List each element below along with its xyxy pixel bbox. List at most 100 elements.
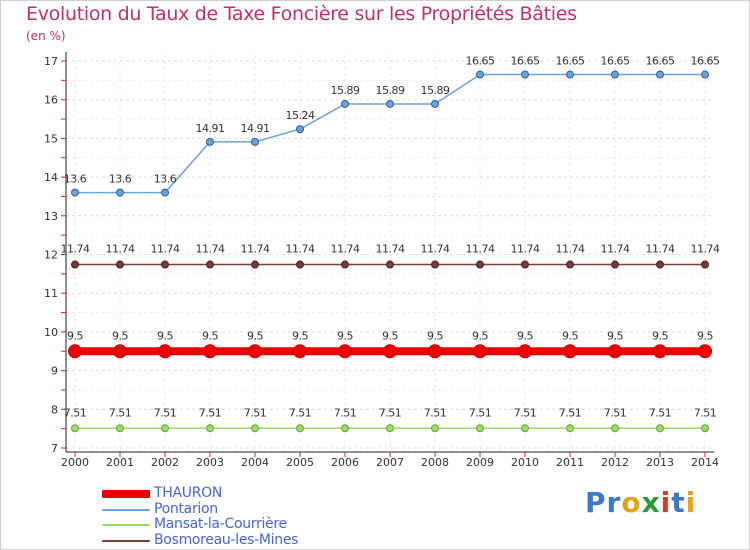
data-label: 9.5 xyxy=(652,329,668,342)
data-label: 14.91 xyxy=(196,122,225,135)
y-unit-label: (en %) xyxy=(26,29,66,43)
data-point xyxy=(248,344,262,359)
data-label: 11.74 xyxy=(106,243,135,256)
logo-part: i xyxy=(685,486,697,519)
data-point xyxy=(701,260,709,269)
data-label: 11.74 xyxy=(466,243,495,256)
data-point xyxy=(611,424,619,433)
data-label: 16.65 xyxy=(511,55,540,68)
logo-part: i xyxy=(660,486,672,519)
data-label: 9.5 xyxy=(202,329,218,342)
data-point xyxy=(116,424,124,433)
data-label: 11.74 xyxy=(646,243,675,256)
logo-part: o xyxy=(621,486,642,519)
data-point xyxy=(116,188,124,197)
proxiti-logo: Proxiti xyxy=(585,486,696,519)
data-point xyxy=(161,188,169,197)
data-label: 11.74 xyxy=(376,243,405,256)
data-label: 7.51 xyxy=(514,406,537,419)
data-label: 11.74 xyxy=(151,243,180,256)
x-tick-label: 2012 xyxy=(601,456,629,469)
data-label: 11.74 xyxy=(601,243,630,256)
y-tick-label: 8 xyxy=(51,403,58,416)
y-tick-label: 17 xyxy=(44,55,58,68)
data-label: 9.5 xyxy=(157,329,173,342)
data-label: 15.89 xyxy=(331,84,360,97)
data-label: 16.65 xyxy=(691,55,720,68)
data-label: 7.51 xyxy=(64,406,87,419)
data-label: 9.5 xyxy=(562,329,578,342)
y-tick-label: 10 xyxy=(44,326,58,339)
data-point xyxy=(473,344,487,359)
data-point xyxy=(296,125,304,134)
y-tick-label: 9 xyxy=(51,365,58,378)
data-point xyxy=(251,137,259,146)
legend-label: THAURON xyxy=(154,485,223,501)
data-point xyxy=(476,260,484,269)
x-tick-label: 2014 xyxy=(691,456,719,469)
data-label: 16.65 xyxy=(601,55,630,68)
data-point xyxy=(521,70,529,79)
data-point xyxy=(701,70,709,79)
y-tick-label: 7 xyxy=(51,442,58,455)
data-label: 15.24 xyxy=(286,109,315,122)
data-label: 13.6 xyxy=(64,173,87,186)
data-point xyxy=(566,70,574,79)
data-point xyxy=(698,344,712,359)
x-tick-label: 2011 xyxy=(556,456,584,469)
x-tick-label: 2007 xyxy=(376,456,404,469)
data-point xyxy=(656,424,664,433)
data-label: 9.5 xyxy=(472,329,488,342)
data-label: 16.65 xyxy=(466,55,495,68)
data-point xyxy=(161,260,169,269)
data-label: 11.74 xyxy=(61,243,90,256)
x-tick-label: 2010 xyxy=(511,456,539,469)
data-point xyxy=(71,188,79,197)
data-label: 9.5 xyxy=(247,329,263,342)
data-point xyxy=(203,344,217,359)
data-point xyxy=(251,424,259,433)
data-label: 13.6 xyxy=(109,173,132,186)
data-label: 9.5 xyxy=(382,329,398,342)
data-label: 11.74 xyxy=(421,243,450,256)
data-point xyxy=(521,424,529,433)
legend-label: Pontarion xyxy=(154,500,218,517)
data-label: 15.89 xyxy=(376,84,405,97)
data-point xyxy=(251,260,259,269)
data-point xyxy=(293,344,307,359)
data-point xyxy=(71,260,79,269)
data-point xyxy=(656,70,664,79)
y-tick-label: 15 xyxy=(44,132,58,145)
data-point xyxy=(521,260,529,269)
data-point xyxy=(158,344,172,359)
data-label: 16.65 xyxy=(556,55,585,68)
data-point xyxy=(206,260,214,269)
data-point xyxy=(206,137,214,146)
data-label: 7.51 xyxy=(334,406,357,419)
data-label: 7.51 xyxy=(694,406,717,419)
legend-swatch xyxy=(102,524,150,526)
data-point xyxy=(611,260,619,269)
data-point xyxy=(386,424,394,433)
y-tick-label: 16 xyxy=(44,94,58,107)
x-tick-label: 2005 xyxy=(286,456,314,469)
data-label: 11.74 xyxy=(331,243,360,256)
data-label: 7.51 xyxy=(289,406,312,419)
data-point xyxy=(566,424,574,433)
logo-part: x xyxy=(641,486,661,519)
data-label: 7.51 xyxy=(469,406,492,419)
legend-label: Mansat-la-Courrière xyxy=(154,516,287,532)
data-label: 9.5 xyxy=(607,329,623,342)
data-label: 9.5 xyxy=(517,329,533,342)
legend-swatch xyxy=(102,490,150,498)
data-label: 9.5 xyxy=(292,329,308,342)
logo-part: Pr xyxy=(585,486,622,519)
data-label: 11.74 xyxy=(691,243,720,256)
legend-label: Bosmoreau-les-Mines xyxy=(154,531,299,548)
data-point xyxy=(113,344,127,359)
data-label: 7.51 xyxy=(244,406,267,419)
data-point xyxy=(608,344,622,359)
data-label: 9.5 xyxy=(337,329,353,342)
data-label: 7.51 xyxy=(649,406,672,419)
